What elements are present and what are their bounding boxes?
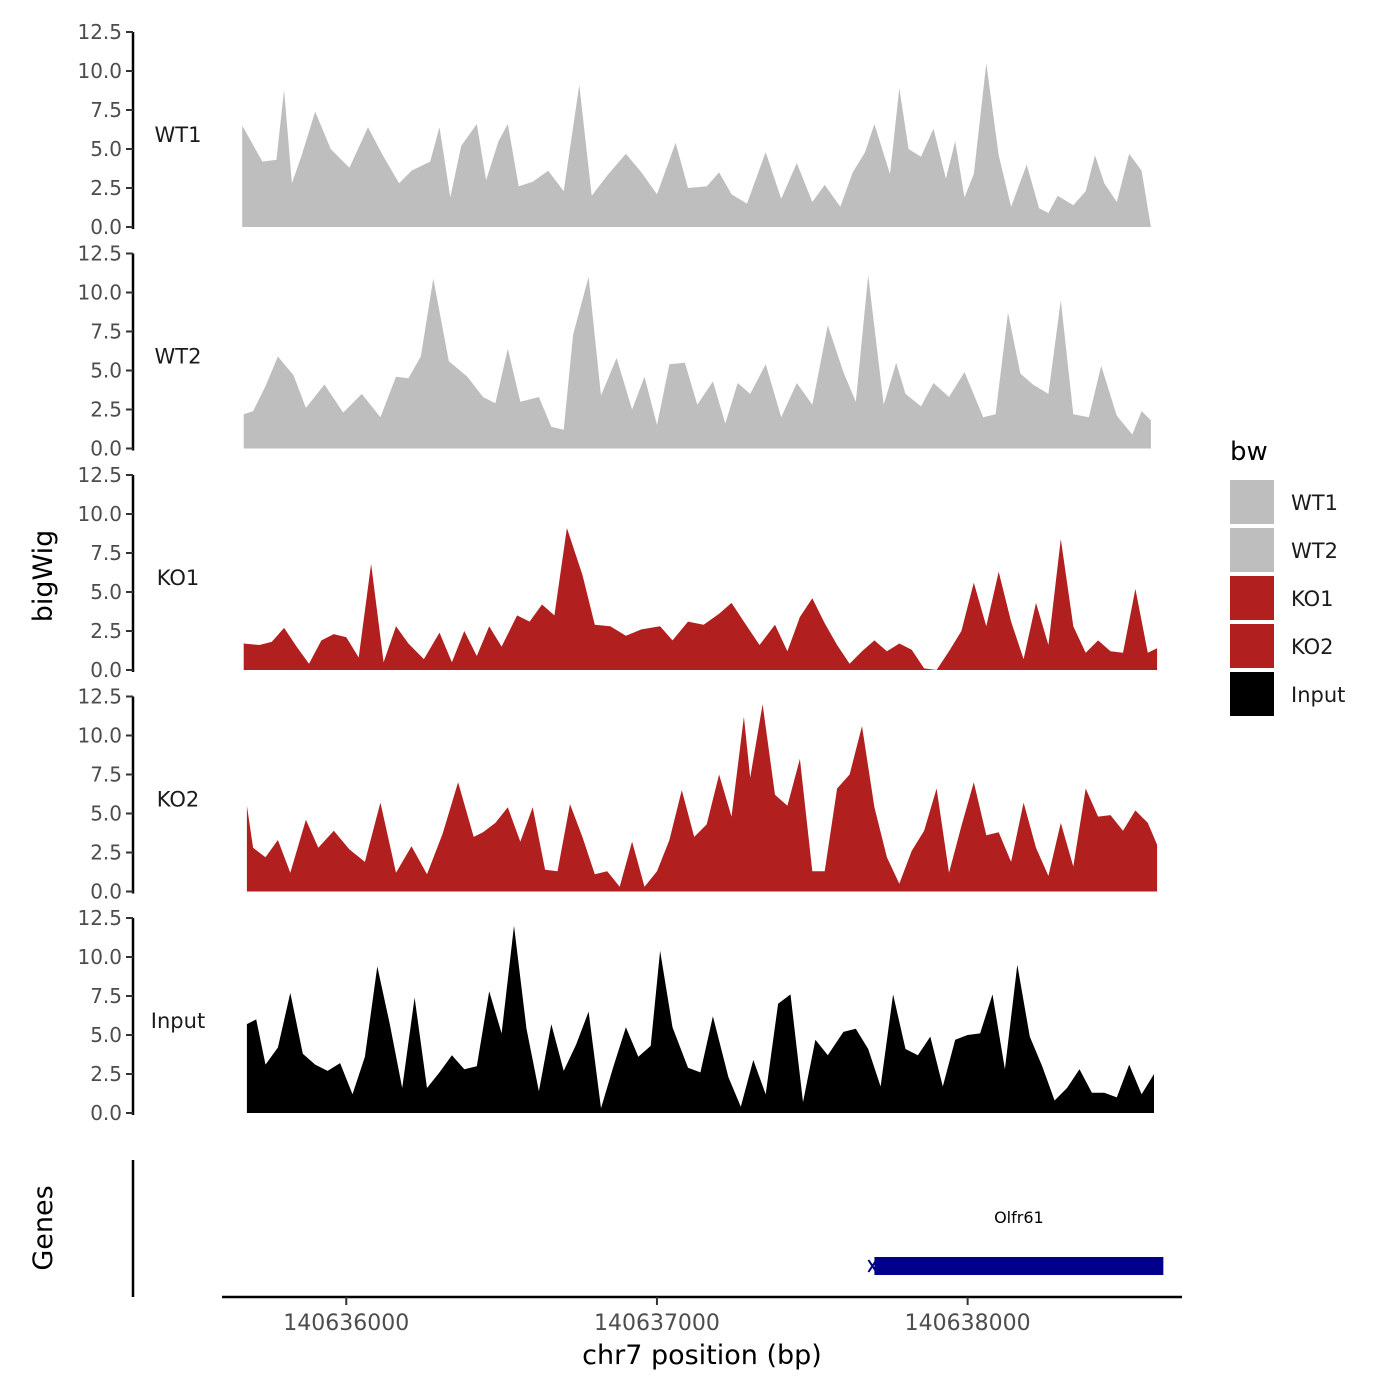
y-tick-label: 2.5 bbox=[90, 841, 122, 865]
track-ko1: 0.0 2.5 5.0 7.5 10.0 12.5 KO1 bbox=[77, 463, 1158, 682]
legend-label-input: Input bbox=[1291, 683, 1345, 707]
y-tick-label: 7.5 bbox=[90, 984, 122, 1008]
y-tick-label: 5.0 bbox=[90, 802, 122, 826]
track-label-wt1: WT1 bbox=[155, 123, 202, 147]
gene-strand-mark bbox=[867, 1259, 878, 1273]
x-tick-label: 140636000 bbox=[283, 1311, 409, 1336]
legend-swatch-ko2 bbox=[1230, 624, 1274, 668]
x-axis: 140636000 140637000 140638000 bbox=[222, 1295, 1182, 1336]
y-tick-label: 10.0 bbox=[77, 59, 122, 83]
legend-label-ko2: KO2 bbox=[1291, 635, 1334, 659]
y-axis-title: bigWig bbox=[28, 530, 59, 623]
y-tick-label: 10.0 bbox=[77, 281, 122, 305]
genes-panel-title: Genes bbox=[28, 1185, 59, 1270]
y-tick-label: 0.0 bbox=[90, 1101, 122, 1125]
y-tick-label: 5.0 bbox=[90, 359, 122, 383]
gene-label: Olfr61 bbox=[994, 1208, 1044, 1227]
track-label-ko1: KO1 bbox=[157, 566, 200, 590]
track-ko2: 0.0 2.5 5.0 7.5 10.0 12.5 KO2 bbox=[77, 685, 1158, 904]
area-ko1 bbox=[243, 528, 1158, 670]
y-tick-label: 5.0 bbox=[90, 1023, 122, 1047]
y-tick-label: 12.5 bbox=[77, 906, 122, 930]
legend: bw WT1 WT2 KO1 KO2 Input bbox=[1230, 437, 1345, 716]
legend-label-wt1: WT1 bbox=[1291, 491, 1338, 515]
y-tick-label: 0.0 bbox=[90, 880, 122, 904]
y-tick-label: 5.0 bbox=[90, 580, 122, 604]
y-tick-label: 2.5 bbox=[90, 176, 122, 200]
y-tick-label: 7.5 bbox=[90, 320, 122, 344]
x-tick-label: 140638000 bbox=[905, 1311, 1031, 1336]
y-tick-label: 2.5 bbox=[90, 619, 122, 643]
track-label-input: Input bbox=[151, 1009, 205, 1033]
legend-swatch-input bbox=[1230, 672, 1274, 716]
y-tick-label: 0.0 bbox=[90, 437, 122, 461]
genes-panel: Olfr61 bbox=[131, 1160, 1164, 1297]
track-input: 0.0 2.5 5.0 7.5 10.0 12.5 Input bbox=[77, 906, 1154, 1125]
y-tick-label: 0.0 bbox=[90, 658, 122, 682]
track-wt1: 0.0 2.5 5.0 7.5 10.0 12.5 WT1 bbox=[77, 20, 1151, 239]
y-tick-label: 12.5 bbox=[77, 463, 122, 487]
x-axis-title: chr7 position (bp) bbox=[582, 1340, 822, 1371]
y-tick-label: 7.5 bbox=[90, 98, 122, 122]
gene-olfr61: Olfr61 bbox=[867, 1208, 1164, 1275]
y-tick-label: 2.5 bbox=[90, 398, 122, 422]
y-tick-label: 0.0 bbox=[90, 215, 122, 239]
area-wt1 bbox=[242, 63, 1151, 228]
area-ko2 bbox=[246, 704, 1158, 892]
y-tick-label: 2.5 bbox=[90, 1062, 122, 1086]
legend-swatch-wt1 bbox=[1230, 480, 1274, 524]
track-label-wt2: WT2 bbox=[155, 345, 202, 369]
track-wt2: 0.0 2.5 5.0 7.5 10.0 12.5 WT2 bbox=[77, 242, 1151, 461]
legend-swatch-ko1 bbox=[1230, 576, 1274, 620]
y-tick-label: 10.0 bbox=[77, 945, 122, 969]
y-tick-label: 7.5 bbox=[90, 763, 122, 787]
y-tick-label: 12.5 bbox=[77, 685, 122, 709]
gene-body bbox=[874, 1257, 1164, 1275]
y-tick-label: 12.5 bbox=[77, 242, 122, 266]
legend-swatch-wt2 bbox=[1230, 528, 1274, 572]
y-tick-label: 7.5 bbox=[90, 541, 122, 565]
tracks-layer: 0.0 2.5 5.0 7.5 10.0 12.5 WT1 0.0 2.5 5.0 7.5 10.0 1… bbox=[77, 20, 1158, 1125]
area-input bbox=[246, 925, 1154, 1113]
legend-label-ko1: KO1 bbox=[1291, 587, 1334, 611]
x-tick-label: 140637000 bbox=[594, 1311, 720, 1336]
track-label-ko2: KO2 bbox=[157, 788, 200, 812]
legend-label-wt2: WT2 bbox=[1291, 539, 1338, 563]
legend-title: bw bbox=[1230, 437, 1268, 467]
y-tick-label: 10.0 bbox=[77, 502, 122, 526]
y-tick-label: 5.0 bbox=[90, 137, 122, 161]
y-tick-label: 12.5 bbox=[77, 20, 122, 44]
y-tick-label: 10.0 bbox=[77, 724, 122, 748]
area-wt2 bbox=[243, 275, 1151, 449]
